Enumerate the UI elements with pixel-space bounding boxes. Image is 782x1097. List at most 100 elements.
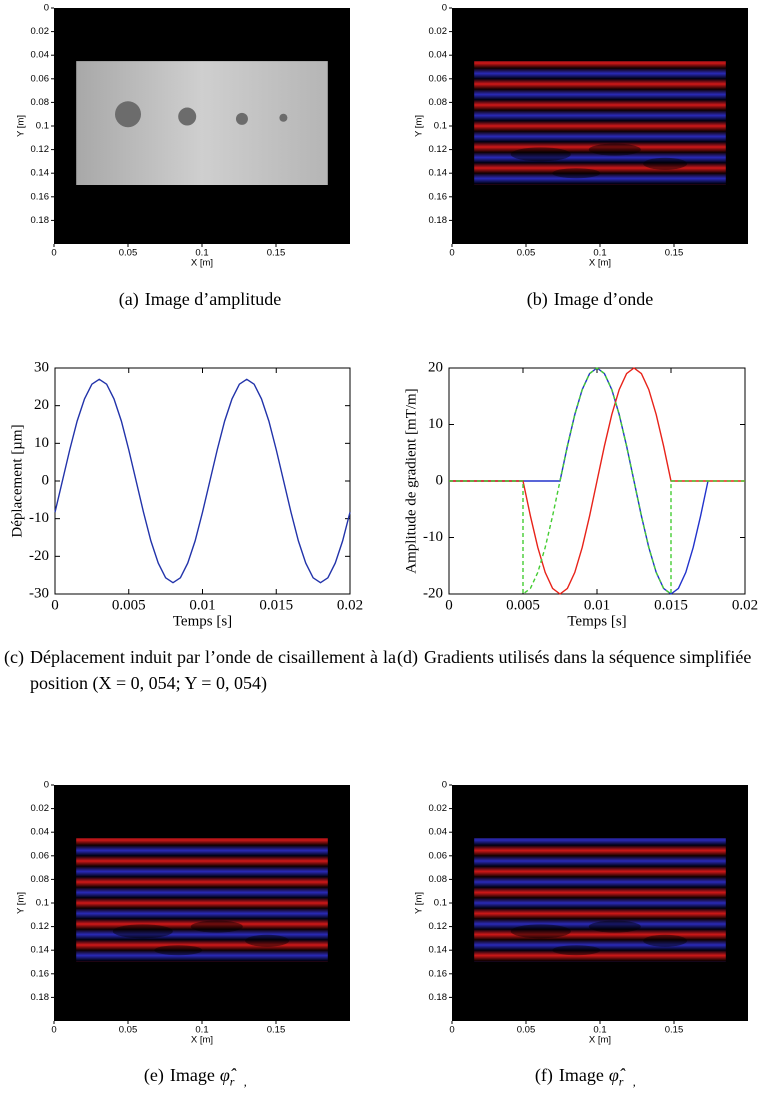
y-tick-label: 0.06 — [429, 73, 448, 84]
x-tick-label: 0.02 — [732, 597, 758, 613]
phantom — [76, 61, 328, 185]
x-tick-label: 0.05 — [517, 248, 536, 259]
y-tick-label: 0.14 — [31, 168, 50, 179]
y-tick-label: 0.16 — [429, 968, 448, 979]
inclusion — [115, 101, 141, 128]
caption-text: Gradients utilisés dans la séquence simp… — [424, 647, 752, 667]
inclusion — [235, 112, 248, 125]
y-tick-label: 0.04 — [429, 50, 448, 61]
y-axis-label: Amplitude de gradient [mT/m] — [403, 388, 419, 573]
y-tick-label: 0.08 — [429, 874, 448, 885]
x-axis-label: X [m] — [589, 1035, 611, 1046]
x-tick-label: 0.05 — [119, 248, 138, 259]
wave-field — [474, 61, 726, 185]
wave-distortion — [588, 920, 641, 933]
y-tick-label: -20 — [29, 548, 49, 564]
y-tick-label: 0.14 — [429, 168, 448, 179]
y-tick-label: 0 — [442, 780, 447, 791]
wave-distortion — [154, 945, 203, 956]
x-tick-label: 0.1 — [593, 1025, 606, 1036]
x-tick-label: 0.02 — [337, 597, 363, 613]
caption-symbol: φ̂r⃗,ℜ — [219, 1065, 256, 1089]
y-tick-label: 0 — [436, 472, 444, 488]
x-tick-label: 0.1 — [593, 248, 606, 259]
x-tick-label: 0.15 — [665, 248, 684, 259]
x-tick-label: 0.015 — [654, 597, 688, 613]
wave-distortion — [552, 168, 601, 179]
y-tick-label: 0.04 — [31, 50, 50, 61]
caption-label: (c) — [4, 647, 24, 667]
x-tick-label: 0 — [445, 597, 453, 613]
wave-distortion — [245, 934, 290, 947]
x-axis-label: Temps [s] — [173, 613, 232, 629]
y-tick-label: 0 — [44, 3, 49, 14]
y-tick-label: 0.1 — [36, 121, 49, 132]
caption-text: Image d’amplitude — [144, 289, 282, 309]
y-tick-label: 0.18 — [429, 215, 448, 226]
y-tick-label: 0.14 — [31, 945, 50, 956]
caption-symbol: φ̂r⃗,ℑ — [609, 1065, 645, 1089]
y-tick-label: 0 — [442, 3, 447, 14]
caption-text: Image — [558, 1065, 604, 1085]
y-tick-label: 0.16 — [429, 191, 448, 202]
x-tick-label: 0.05 — [119, 1025, 138, 1036]
y-tick-label: 0.1 — [434, 898, 447, 909]
y-tick-label: 0.18 — [31, 215, 50, 226]
y-tick-label: -10 — [423, 529, 443, 545]
caption-symbol-subscript: r⃗,ℑ — [618, 1074, 646, 1089]
y-tick-label: 0.02 — [31, 26, 50, 37]
y-tick-label: 0.06 — [31, 73, 50, 84]
caption-label: (f) — [534, 1065, 553, 1085]
y-axis-label: Y [m] — [414, 115, 425, 137]
y-tick-label: 0.18 — [429, 992, 448, 1003]
y-axis-label: Y [m] — [16, 115, 27, 137]
x-tick-label: 0 — [449, 248, 454, 259]
x-axis-label: X [m] — [191, 258, 213, 269]
series-line — [54, 378, 351, 584]
caption: (d) Gradients utilisés dans la séquence s… — [397, 644, 777, 670]
wave-distortion — [190, 920, 243, 933]
x-tick-label: 0 — [51, 597, 59, 613]
x-tick-label: 0.005 — [112, 597, 146, 613]
y-tick-label: 0.02 — [429, 803, 448, 814]
y-tick-label: 0.12 — [31, 921, 50, 932]
y-tick-label: 10 — [34, 435, 49, 451]
y-tick-label: 0.06 — [31, 850, 50, 861]
y-tick-label: 0.02 — [31, 803, 50, 814]
y-tick-label: 0.08 — [429, 97, 448, 108]
caption: (c) Déplacement induit par l’onde de cisa… — [4, 644, 396, 696]
y-axis-label: Y [m] — [16, 892, 27, 914]
series-line — [449, 367, 745, 596]
caption-text: Image — [169, 1065, 215, 1085]
y-tick-label: 0.16 — [31, 191, 50, 202]
x-tick-label: 0.15 — [665, 1025, 684, 1036]
x-tick-label: 0.1 — [195, 1025, 208, 1036]
inclusion — [279, 113, 288, 122]
caption-symbol-base: φ̂ — [219, 1065, 230, 1085]
wave-distortion — [643, 934, 688, 947]
x-tick-label: 0.01 — [584, 597, 610, 613]
caption-symbol-subscript: r⃗,ℜ — [229, 1074, 257, 1089]
y-tick-label: 0.04 — [31, 827, 50, 838]
y-tick-label: 0.08 — [31, 97, 50, 108]
series-line — [449, 367, 745, 595]
inclusion — [178, 107, 197, 126]
wave-distortion — [552, 945, 601, 956]
caption: (f) Image φ̂r⃗,ℑ — [398, 1062, 782, 1095]
y-tick-label: 0.1 — [434, 121, 447, 132]
y-tick-label: -20 — [423, 585, 443, 601]
y-tick-label: 20 — [34, 397, 49, 413]
caption-label: (a) — [118, 289, 139, 309]
wave-distortion — [510, 147, 571, 162]
x-tick-label: 0.005 — [506, 597, 540, 613]
x-axis-label: X [m] — [191, 1035, 213, 1046]
wave-distortion — [112, 924, 173, 939]
y-tick-label: 0.18 — [31, 992, 50, 1003]
y-tick-label: 0.1 — [36, 898, 49, 909]
caption-label: (e) — [143, 1065, 164, 1085]
caption-text: Image d’onde — [553, 289, 654, 309]
y-tick-label: 0.04 — [429, 827, 448, 838]
